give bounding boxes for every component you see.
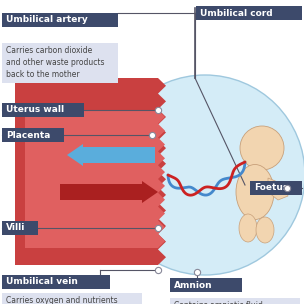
FancyBboxPatch shape xyxy=(2,13,118,27)
FancyBboxPatch shape xyxy=(2,293,142,304)
Text: Contains amniotic fluid: Contains amniotic fluid xyxy=(174,301,263,304)
Circle shape xyxy=(240,126,284,170)
FancyBboxPatch shape xyxy=(2,221,38,235)
Ellipse shape xyxy=(236,164,274,219)
Text: Amnion: Amnion xyxy=(174,281,212,289)
FancyBboxPatch shape xyxy=(2,275,110,289)
Text: Foetus: Foetus xyxy=(254,184,288,192)
FancyBboxPatch shape xyxy=(170,298,300,304)
Polygon shape xyxy=(25,110,165,248)
Polygon shape xyxy=(15,78,166,265)
FancyBboxPatch shape xyxy=(2,43,118,83)
FancyBboxPatch shape xyxy=(170,278,242,292)
Text: Carries oxygen and nutrients
from the mother to the foetus: Carries oxygen and nutrients from the mo… xyxy=(6,296,121,304)
Text: Umbilical cord: Umbilical cord xyxy=(200,9,273,18)
Text: Villi: Villi xyxy=(6,223,25,233)
FancyBboxPatch shape xyxy=(2,103,84,117)
Text: Umbilical vein: Umbilical vein xyxy=(6,278,78,286)
Text: Umbilical artery: Umbilical artery xyxy=(6,16,88,25)
Ellipse shape xyxy=(256,217,274,243)
Text: Uterus wall: Uterus wall xyxy=(6,105,64,115)
Text: Placenta: Placenta xyxy=(6,130,50,140)
FancyArrow shape xyxy=(67,144,155,166)
FancyBboxPatch shape xyxy=(2,128,64,142)
FancyBboxPatch shape xyxy=(250,181,302,195)
Polygon shape xyxy=(268,178,288,200)
FancyArrow shape xyxy=(60,181,158,203)
FancyBboxPatch shape xyxy=(196,6,302,20)
Circle shape xyxy=(105,75,304,275)
Ellipse shape xyxy=(239,214,257,242)
Text: Carries carbon dioxide
and other waste products
back to the mother: Carries carbon dioxide and other waste p… xyxy=(6,46,105,79)
